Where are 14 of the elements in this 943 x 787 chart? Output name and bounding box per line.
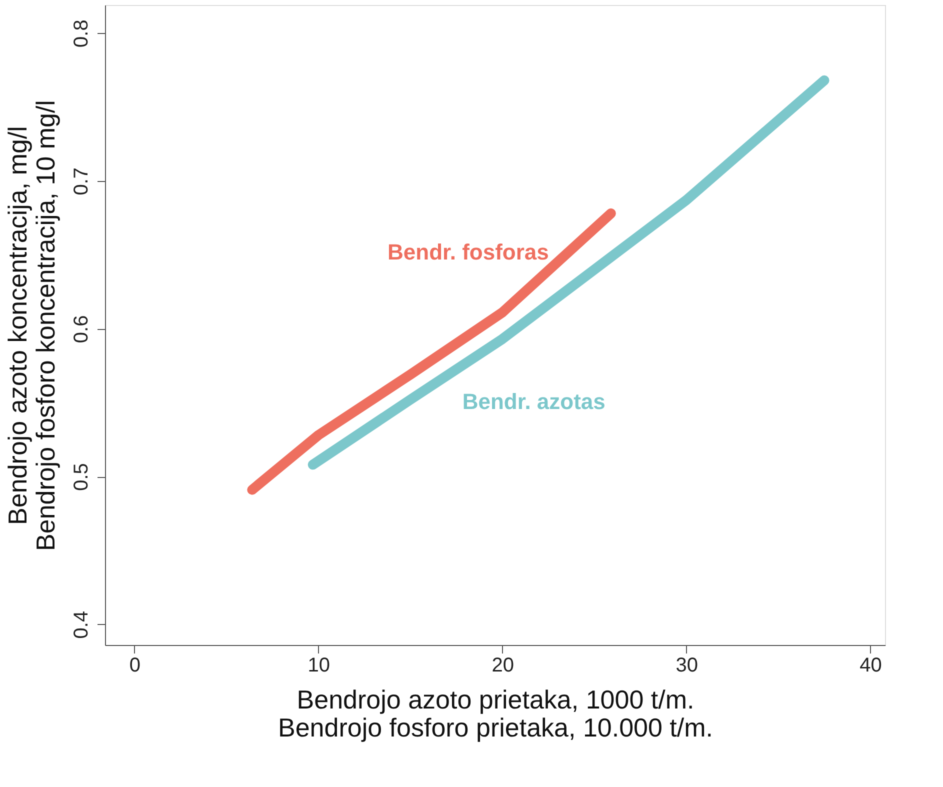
- x-axis-title: Bendrojo azoto prietaka, 1000 t/m. Bendrojo fosforo prietaka, 10.000 t/m.: [278, 684, 714, 742]
- x-tick-label: 20: [492, 654, 514, 676]
- y-axis-title: Bendrojo azoto koncentracija, mg/l Bendrojo fosforo koncentracija, 10 mg/l: [2, 100, 60, 551]
- x-tick-label: 10: [308, 654, 330, 676]
- y-tick-label: 0.6: [70, 315, 92, 344]
- series-label: Bendr. fosforas: [388, 239, 549, 264]
- x-tick-label: 30: [676, 654, 698, 676]
- series-label: Bendr. azotas: [462, 389, 606, 414]
- y-tick-label: 0.4: [70, 610, 92, 639]
- x-tick-label: 40: [860, 654, 882, 676]
- y-tick-label: 0.5: [70, 463, 92, 491]
- y-tick-label: 0.8: [70, 20, 92, 48]
- y-tick-label: 0.7: [70, 167, 92, 196]
- x-tick-label: 0: [129, 654, 140, 676]
